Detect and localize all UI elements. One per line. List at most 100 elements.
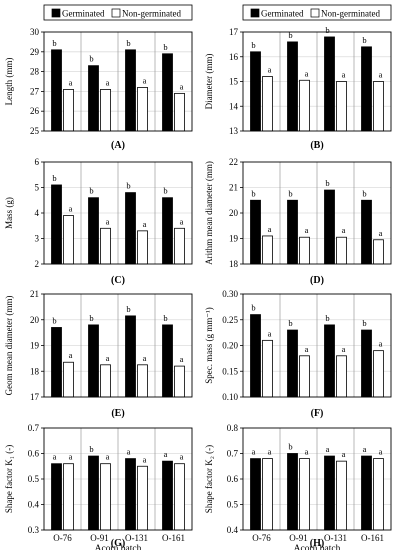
- bar-germinated: [361, 46, 372, 132]
- panel-caption: (D): [310, 275, 324, 286]
- legend-label-germinated: Germinated: [62, 9, 105, 19]
- significance-letter: a: [305, 344, 309, 354]
- bar-germinated: [250, 314, 261, 398]
- significance-letter: b: [251, 303, 255, 313]
- significance-letter: b: [126, 181, 130, 191]
- bar-non-germinated: [174, 463, 185, 531]
- y-tick-label: 4: [35, 208, 40, 218]
- bar-germinated: [287, 453, 298, 531]
- significance-letter: a: [268, 328, 272, 338]
- bar-non-germinated: [137, 230, 148, 265]
- bar-non-germinated: [373, 81, 384, 132]
- y-axis-label: Arithm mean diameter (mm): [204, 161, 214, 265]
- y-tick-label: 16: [229, 52, 239, 62]
- bar-germinated: [88, 324, 99, 398]
- y-tick-label: 0.6: [227, 474, 239, 484]
- bar-germinated: [125, 192, 136, 265]
- plot-frame: [242, 161, 392, 265]
- significance-letter: a: [180, 216, 184, 226]
- bar-germinated: [125, 458, 136, 531]
- bar-non-germinated: [63, 361, 74, 398]
- y-tick-label: 21: [30, 289, 39, 299]
- significance-letter: a: [106, 77, 110, 87]
- y-tick-label: 20: [30, 315, 40, 325]
- y-tick-label: 0.3: [28, 525, 40, 535]
- significance-letter: b: [288, 188, 292, 198]
- bar-non-germinated: [262, 76, 273, 132]
- legend-swatch-non-germinated: [310, 8, 320, 18]
- y-tick-label: 0.8: [227, 423, 239, 433]
- significance-letter: a: [379, 447, 383, 457]
- plot-frame: [242, 427, 392, 531]
- significance-letter: a: [342, 70, 346, 80]
- legend-label-germinated: Germinated: [261, 9, 304, 19]
- bar-non-germinated: [336, 81, 347, 132]
- bar-non-germinated: [100, 89, 111, 132]
- plot-frame: [242, 31, 392, 132]
- panel-caption: (B): [310, 140, 323, 151]
- significance-letter: b: [362, 188, 366, 198]
- significance-letter: b: [52, 38, 56, 48]
- bar-non-germinated: [262, 339, 273, 398]
- y-axis-label: Shape factor K₂ (-): [204, 445, 214, 513]
- significance-letter: b: [89, 54, 93, 64]
- bar-non-germinated: [299, 355, 310, 398]
- y-tick-label: 0.5: [28, 474, 40, 484]
- y-tick-label: 3: [35, 234, 40, 244]
- bar-germinated: [88, 197, 99, 265]
- bar-germinated: [361, 455, 372, 531]
- bar-germinated: [162, 197, 173, 265]
- y-tick-label: 25: [30, 126, 40, 136]
- x-tick-label: O-131: [324, 533, 347, 543]
- y-tick-label: 27: [30, 86, 40, 96]
- plot-frame: [43, 427, 193, 531]
- bar-non-germinated: [63, 463, 74, 531]
- bar-germinated: [162, 53, 173, 132]
- bar-germinated: [51, 463, 62, 531]
- bar-germinated: [51, 49, 62, 132]
- bar-germinated: [250, 199, 261, 265]
- y-tick-label: 5: [35, 183, 40, 193]
- significance-letter: a: [305, 225, 309, 235]
- bar-non-germinated: [336, 460, 347, 531]
- significance-letter: a: [143, 454, 147, 464]
- significance-letter: b: [89, 313, 93, 323]
- bar-germinated: [324, 189, 335, 265]
- panel-caption: (G): [111, 538, 125, 549]
- significance-letter: b: [251, 188, 255, 198]
- panel-caption: (A): [111, 140, 125, 151]
- bar-non-germinated: [299, 458, 310, 531]
- legend-swatch-non-germinated: [111, 8, 121, 18]
- y-tick-label: 2: [35, 259, 40, 269]
- y-tick-label: 18: [229, 259, 239, 269]
- y-axis-label: Spec. mass (g mm⁻¹): [204, 307, 214, 383]
- y-tick-label: 0.7: [28, 423, 40, 433]
- x-tick-label: O-131: [125, 533, 148, 543]
- bar-germinated: [88, 65, 99, 132]
- y-tick-label: 6: [35, 157, 40, 167]
- bar-non-germinated: [137, 87, 148, 132]
- y-tick-label: 18: [30, 366, 40, 376]
- significance-letter: a: [143, 75, 147, 85]
- bar-non-germinated: [262, 458, 273, 531]
- bar-germinated: [287, 329, 298, 398]
- bar-germinated: [324, 36, 335, 132]
- bar-germinated: [361, 329, 372, 398]
- significance-letter: b: [288, 30, 292, 40]
- x-tick-label: O-161: [361, 533, 384, 543]
- bar-non-germinated: [336, 236, 347, 265]
- significance-letter: b: [89, 444, 93, 454]
- significance-letter: a: [379, 228, 383, 238]
- significance-letter: b: [325, 178, 329, 188]
- y-tick-label: 21: [229, 183, 238, 193]
- x-tick-label: O-76: [53, 533, 72, 543]
- bar-non-germinated: [373, 239, 384, 265]
- y-tick-label: 19: [30, 341, 40, 351]
- significance-letter: b: [89, 186, 93, 196]
- plot-frame: [43, 31, 193, 132]
- significance-letter: a: [106, 216, 110, 226]
- bar-non-germinated: [299, 236, 310, 265]
- bar-non-germinated: [373, 458, 384, 531]
- y-tick-label: 0.5: [227, 500, 239, 510]
- bar-germinated: [51, 327, 62, 398]
